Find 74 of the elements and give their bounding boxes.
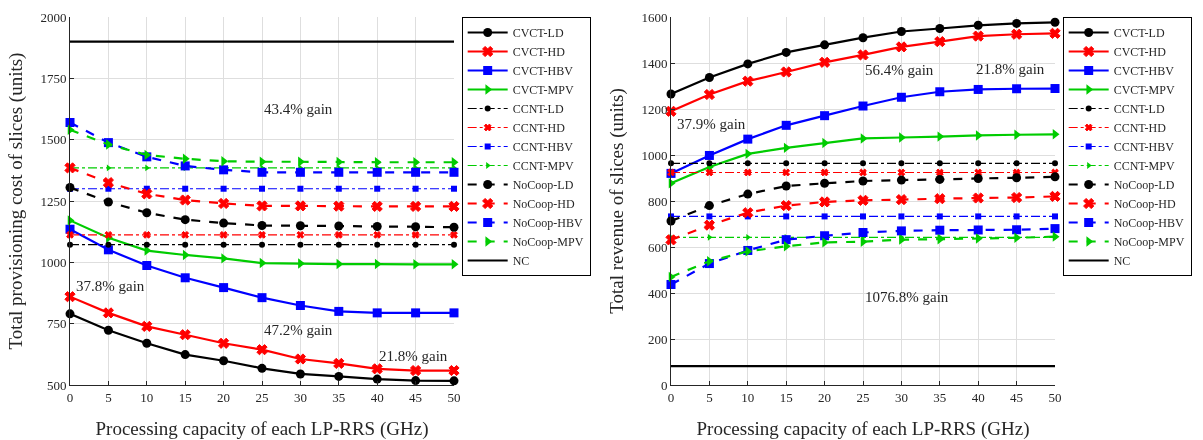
legend-label: NoCoop-HBV: [512, 216, 584, 231]
legend-label: NoCoop-LD: [1113, 178, 1175, 193]
y-tick-label: 1600: [641, 9, 668, 25]
annotation: 47.2% gain: [264, 322, 333, 338]
annotation: 21.8% gain: [976, 61, 1045, 77]
x-axis-title: Processing capacity of each LP-RRS (GHz): [95, 418, 429, 440]
x-tick-label: 40: [971, 389, 985, 405]
x-tick-label: 5: [706, 389, 713, 405]
y-axis-title: Total revenue of slices (units): [606, 88, 628, 314]
legend-label: CCNT-LD: [512, 102, 564, 117]
legend-label: CCNT-HBV: [512, 140, 574, 155]
x-tick-label: 40: [370, 389, 384, 405]
y-tick-label: 400: [647, 285, 668, 301]
annotation: 37.9% gain: [677, 116, 746, 132]
y-tick-label: 0: [660, 377, 668, 393]
legend-label: CVCT-LD: [1113, 26, 1165, 41]
x-tick-label: 45: [409, 389, 423, 405]
x-tick-label: 5: [105, 389, 112, 405]
legend-label: CCNT-MPV: [1113, 159, 1175, 174]
x-tick-label: 25: [856, 389, 870, 405]
x-tick-label: 30: [293, 389, 307, 405]
y-tick-label: 200: [647, 331, 668, 347]
x-tick-label: 15: [178, 389, 192, 405]
y-tick-label: 1250: [40, 193, 67, 209]
legend-label: NoCoop-MPV: [1113, 235, 1185, 250]
y-tick-label: 1750: [40, 70, 67, 86]
y-tick-label: 800: [647, 193, 668, 209]
legend-label: NC: [512, 254, 530, 269]
legend-label: CVCT-MPV: [1113, 83, 1175, 98]
x-tick-label: 15: [779, 389, 793, 405]
annotation: 43.4% gain: [264, 101, 333, 117]
y-tick-label: 1000: [641, 147, 668, 163]
annotation: 1076.8% gain: [865, 289, 949, 305]
x-tick-label: 10: [140, 389, 154, 405]
legend-label: NoCoop-HD: [512, 197, 576, 212]
legend-label: NC: [1113, 254, 1131, 269]
annotation: 56.4% gain: [865, 62, 934, 78]
x-axis-title: Processing capacity of each LP-RRS (GHz): [696, 418, 1030, 440]
legend-label: NoCoop-LD: [512, 178, 574, 193]
legend-label: NoCoop-HD: [1113, 197, 1177, 212]
legend-label: CVCT-HD: [1113, 45, 1167, 60]
y-tick-label: 750: [46, 316, 67, 332]
x-tick-label: 20: [217, 389, 231, 405]
x-tick-label: 25: [255, 389, 269, 405]
x-tick-label: 30: [894, 389, 908, 405]
legend-label: CVCT-HBV: [1113, 64, 1175, 79]
legend-label: CVCT-HD: [512, 45, 566, 60]
x-tick-label: 35: [332, 389, 346, 405]
x-tick-label: 35: [933, 389, 947, 405]
legend-label: CVCT-LD: [512, 26, 564, 41]
legend-label: CCNT-LD: [1113, 102, 1165, 117]
y-tick-label: 2000: [40, 9, 67, 25]
legend-label: CCNT-HBV: [1113, 140, 1175, 155]
y-tick-label: 1400: [641, 55, 668, 71]
legend-label: CVCT-MPV: [512, 83, 574, 98]
x-tick-label: 45: [1010, 389, 1024, 405]
y-tick-label: 500: [46, 377, 67, 393]
y-tick-label: 1500: [40, 132, 67, 148]
x-tick-label: 20: [818, 389, 832, 405]
y-tick-label: 1000: [40, 254, 67, 270]
legend-label: CCNT-MPV: [512, 159, 574, 174]
x-tick-label: 50: [447, 389, 461, 405]
x-tick-label: 50: [1048, 389, 1062, 405]
legend-label: CCNT-HD: [1113, 121, 1167, 136]
legend-label: CVCT-HBV: [512, 64, 574, 79]
legend-label: CCNT-HD: [512, 121, 566, 136]
x-tick-label: 10: [741, 389, 755, 405]
annotation: 37.8% gain: [76, 278, 145, 294]
y-tick-label: 600: [647, 239, 668, 255]
y-tick-label: 1200: [641, 101, 668, 117]
y-axis-title: Total provisioning cost of slices (units): [5, 52, 27, 350]
legend-label: NoCoop-HBV: [1113, 216, 1185, 231]
annotation: 21.8% gain: [379, 348, 448, 364]
legend-label: NoCoop-MPV: [512, 235, 584, 250]
